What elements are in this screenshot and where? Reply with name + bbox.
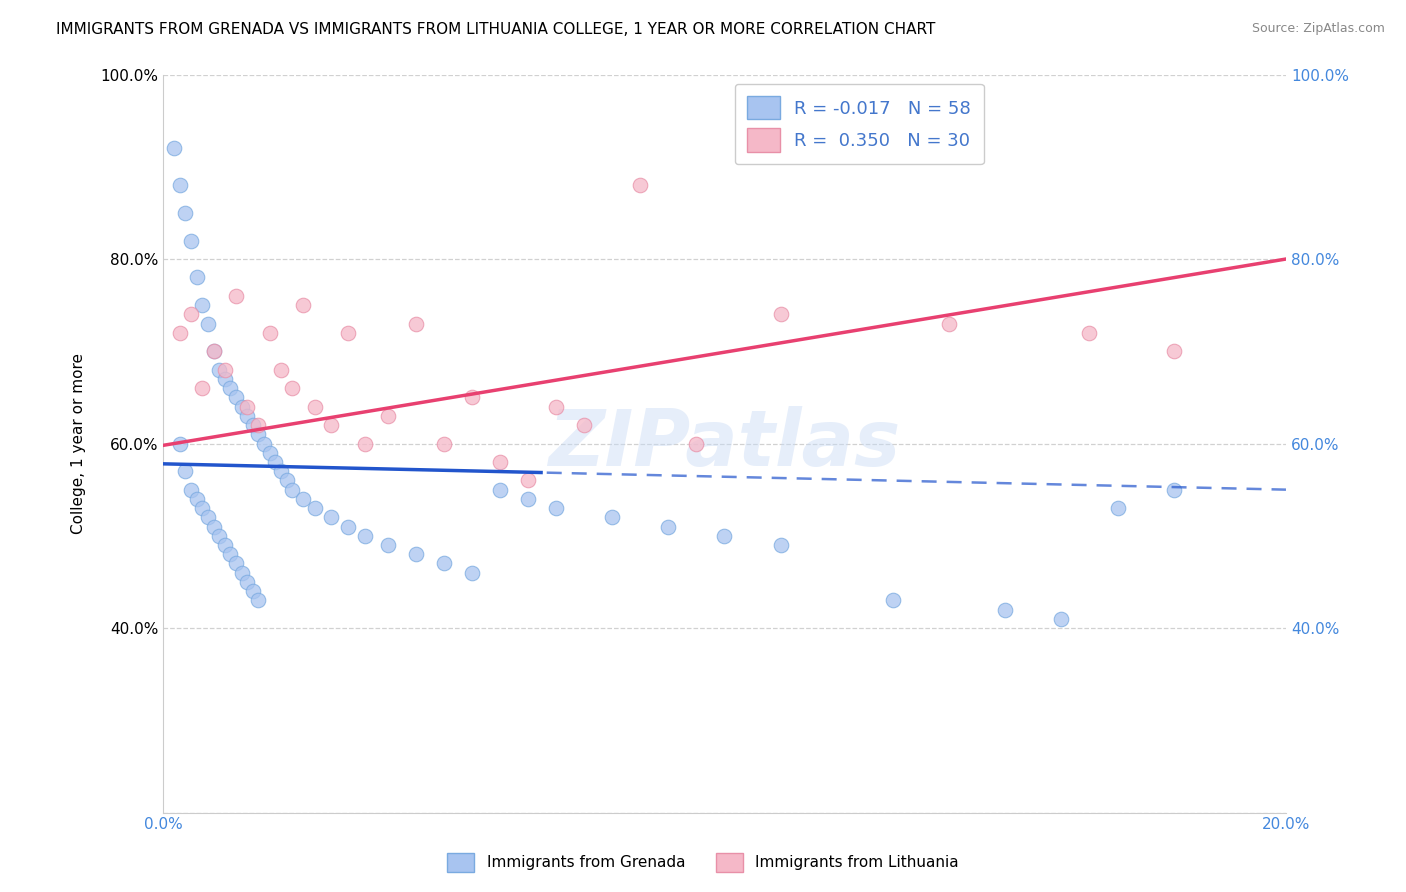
Point — [1050, 612, 1073, 626]
Point — [225, 289, 247, 303]
Point — [163, 141, 186, 155]
Point — [186, 270, 208, 285]
Text: Source: ZipAtlas.com: Source: ZipAtlas.com — [1251, 22, 1385, 36]
Point — [628, 178, 651, 193]
Point — [685, 436, 707, 450]
Point — [169, 436, 191, 450]
Point — [219, 547, 242, 561]
Point — [304, 501, 326, 516]
Point — [242, 584, 264, 599]
Point — [882, 593, 904, 607]
Point — [231, 566, 253, 580]
Point — [1163, 344, 1185, 359]
Legend: Immigrants from Grenada, Immigrants from Lithuania: Immigrants from Grenada, Immigrants from… — [439, 845, 967, 880]
Point — [169, 178, 191, 193]
Point — [337, 519, 360, 533]
Point — [489, 455, 512, 469]
Point — [236, 574, 259, 589]
Point — [242, 418, 264, 433]
Point — [517, 491, 540, 506]
Point — [461, 566, 484, 580]
Point — [191, 501, 214, 516]
Point — [377, 538, 399, 552]
Point — [214, 372, 236, 386]
Point — [292, 491, 315, 506]
Point — [544, 501, 567, 516]
Point — [572, 418, 595, 433]
Point — [197, 510, 219, 524]
Point — [489, 483, 512, 497]
Point — [236, 409, 259, 423]
Point — [202, 519, 225, 533]
Point — [321, 510, 343, 524]
Point — [208, 362, 231, 376]
Point — [202, 344, 225, 359]
Point — [169, 326, 191, 340]
Point — [208, 529, 231, 543]
Point — [354, 436, 377, 450]
Point — [769, 307, 792, 321]
Point — [231, 400, 253, 414]
Point — [180, 483, 202, 497]
Point — [214, 362, 236, 376]
Point — [236, 400, 259, 414]
Point — [517, 474, 540, 488]
Point — [994, 602, 1017, 616]
Point — [225, 557, 247, 571]
Point — [219, 381, 242, 395]
Point — [769, 538, 792, 552]
Point — [270, 464, 292, 478]
Point — [253, 436, 276, 450]
Point — [657, 519, 679, 533]
Point — [304, 400, 326, 414]
Point — [1078, 326, 1101, 340]
Point — [281, 483, 304, 497]
Text: ZIPatlas: ZIPatlas — [548, 406, 901, 482]
Point — [377, 409, 399, 423]
Y-axis label: College, 1 year or more: College, 1 year or more — [72, 353, 86, 534]
Point — [202, 344, 225, 359]
Text: IMMIGRANTS FROM GRENADA VS IMMIGRANTS FROM LITHUANIA COLLEGE, 1 YEAR OR MORE COR: IMMIGRANTS FROM GRENADA VS IMMIGRANTS FR… — [56, 22, 935, 37]
Point — [191, 298, 214, 312]
Point — [321, 418, 343, 433]
Point — [264, 455, 287, 469]
Point — [197, 317, 219, 331]
Point — [1163, 483, 1185, 497]
Point — [405, 317, 427, 331]
Point — [461, 391, 484, 405]
Point — [544, 400, 567, 414]
Point — [225, 391, 247, 405]
Point — [713, 529, 735, 543]
Point — [292, 298, 315, 312]
Point — [433, 436, 456, 450]
Point — [259, 446, 281, 460]
Point — [433, 557, 456, 571]
Point — [247, 418, 270, 433]
Point — [270, 362, 292, 376]
Point — [354, 529, 377, 543]
Point — [1107, 501, 1129, 516]
Point — [180, 234, 202, 248]
Point — [247, 593, 270, 607]
Point — [276, 474, 298, 488]
Point — [247, 427, 270, 442]
Point — [186, 491, 208, 506]
Point — [191, 381, 214, 395]
Point — [405, 547, 427, 561]
Point — [174, 464, 197, 478]
Point — [174, 206, 197, 220]
Legend: R = -0.017   N = 58, R =  0.350   N = 30: R = -0.017 N = 58, R = 0.350 N = 30 — [735, 84, 984, 164]
Point — [259, 326, 281, 340]
Point — [600, 510, 623, 524]
Point — [214, 538, 236, 552]
Point — [938, 317, 960, 331]
Point — [180, 307, 202, 321]
Point — [281, 381, 304, 395]
Point — [337, 326, 360, 340]
